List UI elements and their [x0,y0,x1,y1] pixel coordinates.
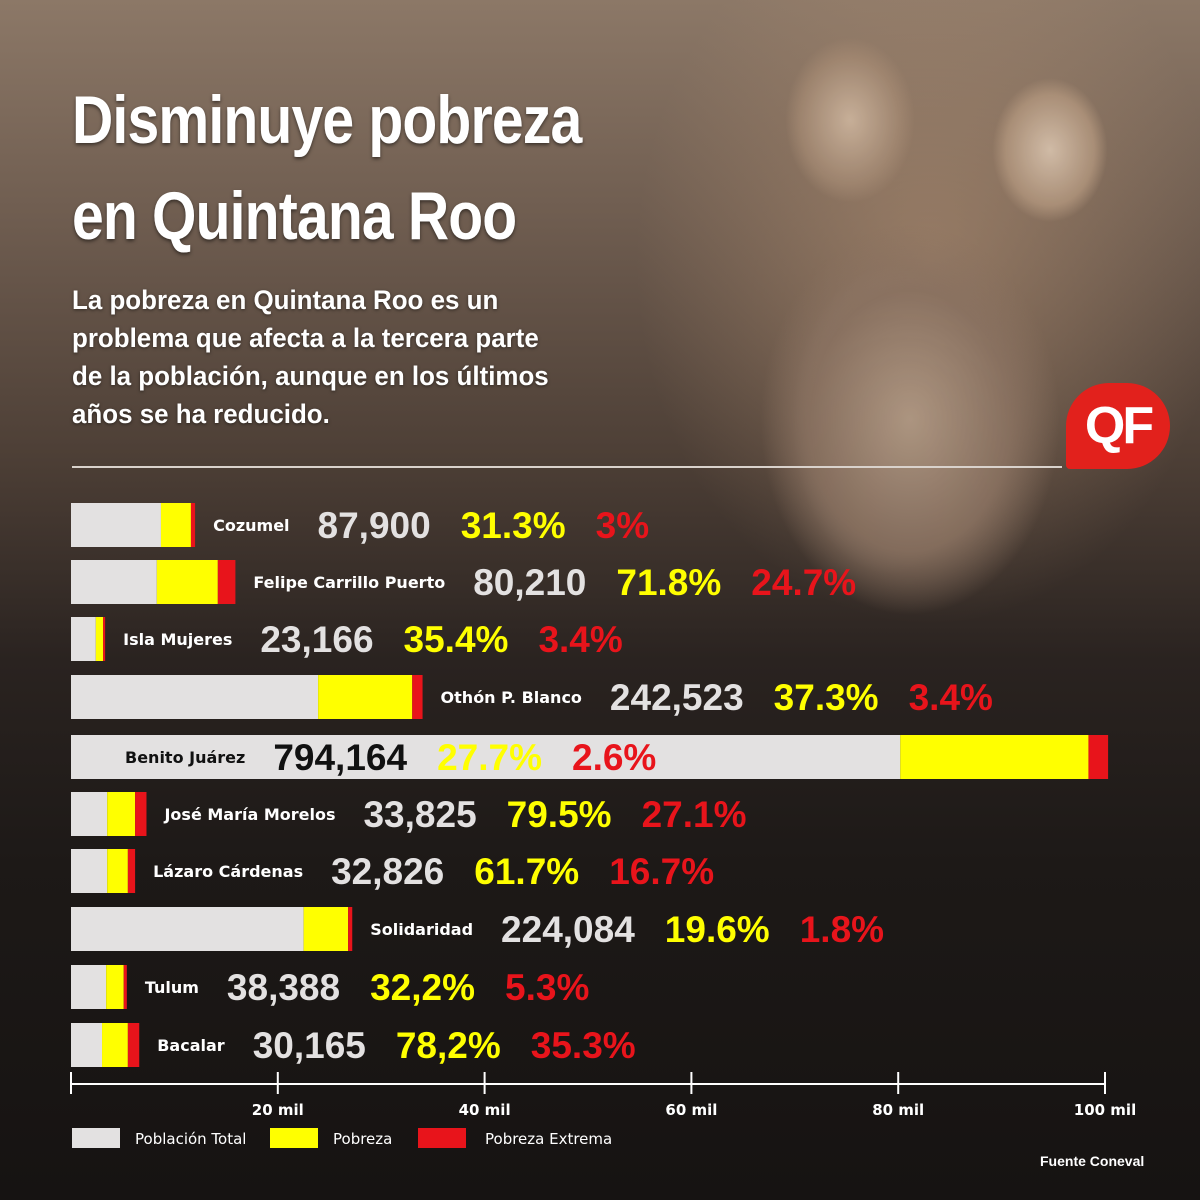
bar-pobreza [303,907,349,951]
bar-pobreza-extrema [123,965,127,1009]
extreme-poverty-value: 3.4% [909,677,993,718]
municipality-label: Cozumel [213,516,289,535]
x-tick-label: 20 mil [252,1101,304,1119]
bar-poblacion [71,503,161,547]
subtitle-line-1: La pobreza en Quintana Roo es un [72,285,499,315]
population-value: 33,825 [363,794,476,835]
subtitle-line-2: problema que afecta a la tercera parte [72,323,539,353]
bar-pobreza-extrema [127,849,136,893]
population-value: 38,388 [227,967,340,1008]
page-title: Disminuye pobreza en Quintana Roo [72,72,582,264]
extreme-poverty-value: 24.7% [751,562,856,603]
poverty-value: 31.3% [461,505,566,546]
bar-pobreza [318,675,413,719]
children-photo [680,0,1200,720]
municipality-label: Solidaridad [370,920,473,939]
x-tick-label: 60 mil [665,1101,717,1119]
bar-pobreza [900,735,1089,779]
poverty-value: 79.5% [507,794,612,835]
subtitle-line-4: años se ha reducido. [72,399,330,429]
poverty-value: 78,2% [396,1025,501,1066]
bar-pobreza-extrema [1088,735,1109,779]
bar-poblacion [71,617,96,661]
legend-label: Pobreza Extrema [485,1130,612,1148]
poverty-value: 19.6% [665,909,770,950]
bar-pobreza-extrema [348,907,353,951]
x-tick-label: 80 mil [872,1101,924,1119]
population-value: 242,523 [610,677,744,718]
subtitle-line-3: de la población, aunque en los últimos [72,361,549,391]
population-value: 794,164 [273,737,407,778]
title-line-1: Disminuye pobreza [72,82,582,158]
title-line-2: en Quintana Roo [72,178,517,254]
municipality-label: Tulum [145,978,199,997]
bar-poblacion [71,735,901,779]
population-value: 224,084 [501,909,635,950]
extreme-poverty-value: 16.7% [609,851,714,892]
bar-poblacion [71,792,108,836]
bar-pobreza [102,1023,128,1067]
bar-poblacion [71,907,304,951]
poverty-value: 32,2% [370,967,475,1008]
municipality-label: Isla Mujeres [123,630,232,649]
population-value: 80,210 [473,562,586,603]
poverty-value: 35.4% [404,619,509,660]
legend-swatch [418,1128,466,1148]
population-value: 23,166 [260,619,373,660]
bar-pobreza-extrema [135,792,147,836]
bar-pobreza [156,560,218,604]
bar-pobreza [107,792,136,836]
poverty-value: 61.7% [474,851,579,892]
bar-poblacion [71,560,157,604]
extreme-poverty-value: 1.8% [800,909,884,950]
bar-pobreza-extrema [412,675,423,719]
header-divider [72,466,1062,468]
x-tick-label: 100 mil [1074,1101,1136,1119]
bar-pobreza-extrema [217,560,236,604]
municipality-label: Felipe Carrillo Puerto [253,573,445,592]
municipality-label: Lázaro Cárdenas [153,862,303,881]
municipality-label: José María Morelos [163,805,335,824]
qf-logo: QF [1066,383,1170,469]
poverty-value: 37.3% [774,677,879,718]
poverty-value: 27.7% [437,737,542,778]
bar-pobreza-extrema [103,617,106,661]
bar-poblacion [71,1023,103,1067]
bar-poblacion [71,965,107,1009]
legend-swatch [72,1128,120,1148]
extreme-poverty-value: 2.6% [572,737,656,778]
bar-pobreza [106,965,124,1009]
extreme-poverty-value: 27.1% [642,794,747,835]
population-value: 30,165 [253,1025,366,1066]
legend-label: Pobreza [333,1130,392,1148]
poverty-value: 71.8% [616,562,721,603]
bar-pobreza [107,849,128,893]
bar-pobreza-extrema [127,1023,140,1067]
bar-pobreza-extrema [190,503,196,547]
extreme-poverty-value: 5.3% [505,967,589,1008]
extreme-poverty-value: 3.4% [538,619,622,660]
page-subtitle: La pobreza en Quintana Roo es un problem… [72,281,667,433]
bar-poblacion [71,675,319,719]
source-note: Fuente Coneval [1040,1153,1145,1169]
municipality-label: Bacalar [157,1036,225,1055]
legend-swatch [270,1128,318,1148]
extreme-poverty-value: 3% [596,505,649,546]
municipality-label: Othón P. Blanco [441,688,582,707]
extreme-poverty-value: 35.3% [531,1025,636,1066]
municipality-label: Benito Juárez [125,748,245,767]
bar-pobreza [160,503,191,547]
bar-pobreza [95,617,104,661]
population-value: 32,826 [331,851,444,892]
population-value: 87,900 [318,505,431,546]
legend-label: Población Total [135,1130,246,1148]
bar-poblacion [71,849,108,893]
x-tick-label: 40 mil [459,1101,511,1119]
